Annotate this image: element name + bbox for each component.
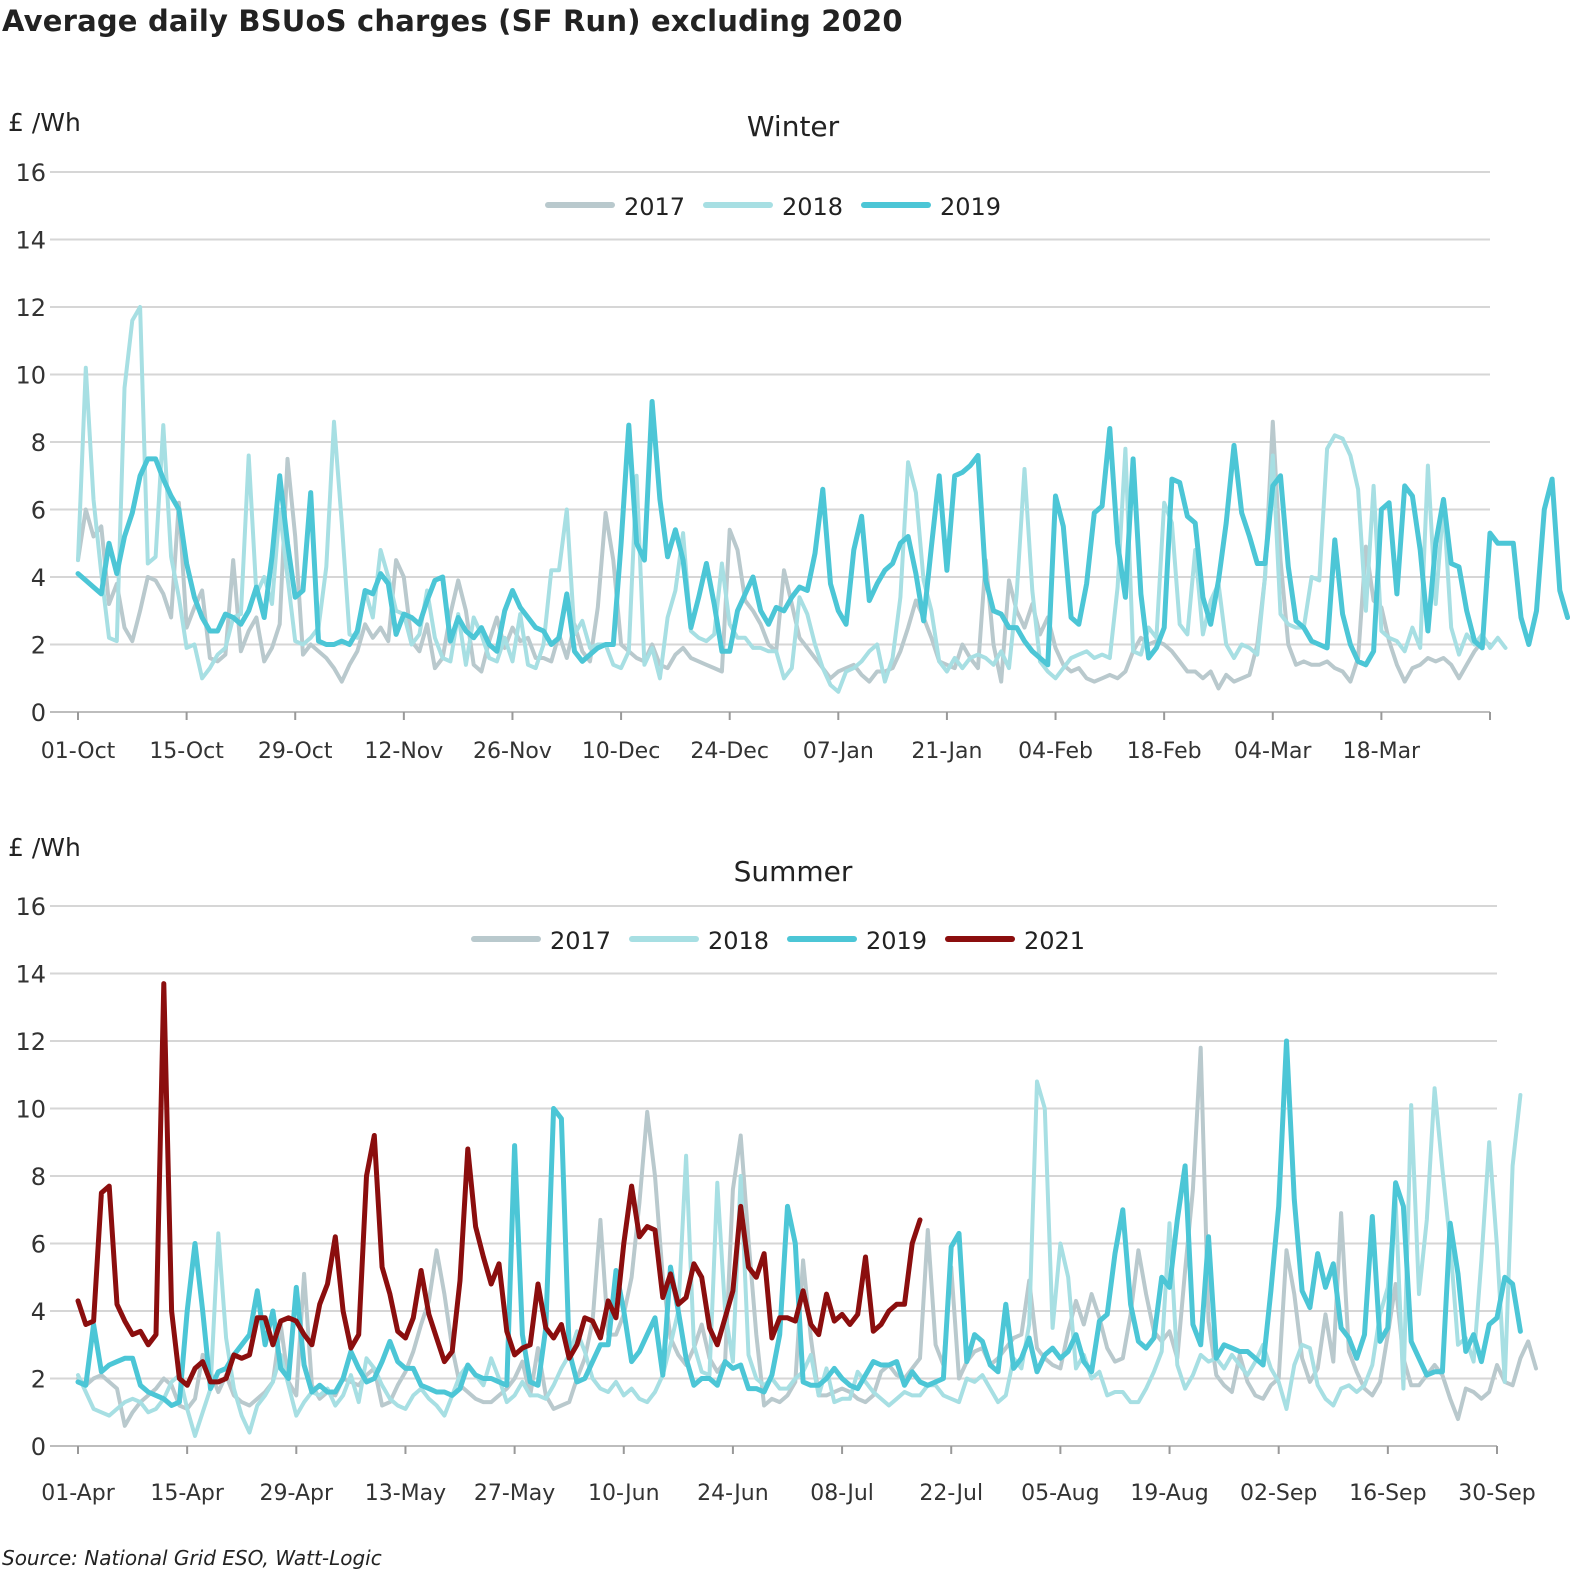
x-tick-label: 12-Nov xyxy=(364,739,443,764)
y-tick-label: 6 xyxy=(31,497,46,525)
series-line-2019 xyxy=(75,399,1570,668)
y-tick-label: 14 xyxy=(15,227,46,255)
y-tick-label: 0 xyxy=(31,1433,46,1461)
page-title: Average daily BSUoS charges (SF Run) exc… xyxy=(2,4,903,38)
x-tick-label: 30-Sep xyxy=(1458,1481,1535,1506)
y-tick-label: 0 xyxy=(31,699,46,727)
legend-label-2019: 2019 xyxy=(866,927,927,955)
x-tick-label: 24-Dec xyxy=(690,739,769,764)
x-tick-label: 15-Oct xyxy=(149,739,224,764)
y-tick-label: 16 xyxy=(15,159,46,187)
x-tick-label: 13-May xyxy=(365,1481,446,1506)
winter-chart: 0 2 4 6 8 10 12 14 16 01-Oct 15-Oct 29-Oct 12-Nov 26-… xyxy=(8,108,1570,764)
y-axis-label: £ /Wh xyxy=(8,108,81,137)
x-tick-label: 01-Oct xyxy=(41,739,116,764)
summer-chart: 0 2 4 6 8 10 12 14 16 01-Apr 15-Apr 29-Apr 13-May 27-… xyxy=(8,833,1538,1506)
y-axis-label: £ /Wh xyxy=(8,833,81,862)
x-tick-label: 18-Mar xyxy=(1343,739,1421,764)
x-tick-label: 04-Mar xyxy=(1234,739,1312,764)
x-tick-label: 21-Jan xyxy=(911,739,982,764)
x-tick-label: 15-Apr xyxy=(150,1481,224,1506)
x-tick-label: 19-Aug xyxy=(1130,1481,1208,1506)
legend-label-2018: 2018 xyxy=(782,193,843,221)
series-line-2021 xyxy=(75,981,923,1388)
y-tick-label: 12 xyxy=(15,294,46,322)
series-line-2019 xyxy=(75,1038,1523,1408)
x-tick-label: 02-Sep xyxy=(1240,1481,1317,1506)
legend-label-2018: 2018 xyxy=(708,927,769,955)
x-tick-label: 27-May xyxy=(474,1481,555,1506)
series-line-2018 xyxy=(76,1079,1523,1438)
x-tick-label: 26-Nov xyxy=(473,739,552,764)
x-tick-label: 29-Oct xyxy=(258,739,333,764)
x-tick-label: 10-Dec xyxy=(582,739,661,764)
source-note: Source: National Grid ESO, Watt-Logic xyxy=(2,1546,382,1570)
y-tick-label: 8 xyxy=(31,429,46,457)
legend-label-2017: 2017 xyxy=(624,193,685,221)
x-tick-label: 08-Jul xyxy=(810,1481,874,1506)
legend-label-2021: 2021 xyxy=(1024,927,1085,955)
x-tick-label: 10-Jun xyxy=(588,1481,660,1506)
x-tick-label: 04-Feb xyxy=(1018,739,1093,764)
series-line-2017 xyxy=(76,1045,1538,1428)
x-tick-label: 01-Apr xyxy=(41,1481,115,1506)
y-tick-label: 10 xyxy=(15,362,46,390)
x-tick-label: 16-Sep xyxy=(1349,1481,1426,1506)
x-tick-label: 22-Jul xyxy=(919,1481,983,1506)
x-tick-label: 05-Aug xyxy=(1021,1481,1099,1506)
y-tick-label: 8 xyxy=(31,1163,46,1191)
y-tick-label: 4 xyxy=(31,564,46,592)
y-tick-label: 10 xyxy=(15,1096,46,1124)
legend-label-2017: 2017 xyxy=(550,927,611,955)
y-tick-label: 2 xyxy=(31,632,46,660)
y-tick-label: 14 xyxy=(15,961,46,989)
legend-label-2019: 2019 xyxy=(940,193,1001,221)
x-tick-label: 24-Jun xyxy=(697,1481,769,1506)
x-tick-label: 07-Jan xyxy=(803,739,874,764)
chart-title: Winter xyxy=(747,110,840,143)
y-tick-label: 4 xyxy=(31,1298,46,1326)
x-tick-label: 29-Apr xyxy=(260,1481,334,1506)
y-tick-label: 16 xyxy=(15,893,46,921)
x-tick-label: 18-Feb xyxy=(1127,739,1202,764)
y-tick-label: 6 xyxy=(31,1231,46,1259)
y-tick-label: 2 xyxy=(31,1366,46,1394)
y-tick-label: 12 xyxy=(15,1028,46,1056)
chart-title: Summer xyxy=(734,855,853,888)
